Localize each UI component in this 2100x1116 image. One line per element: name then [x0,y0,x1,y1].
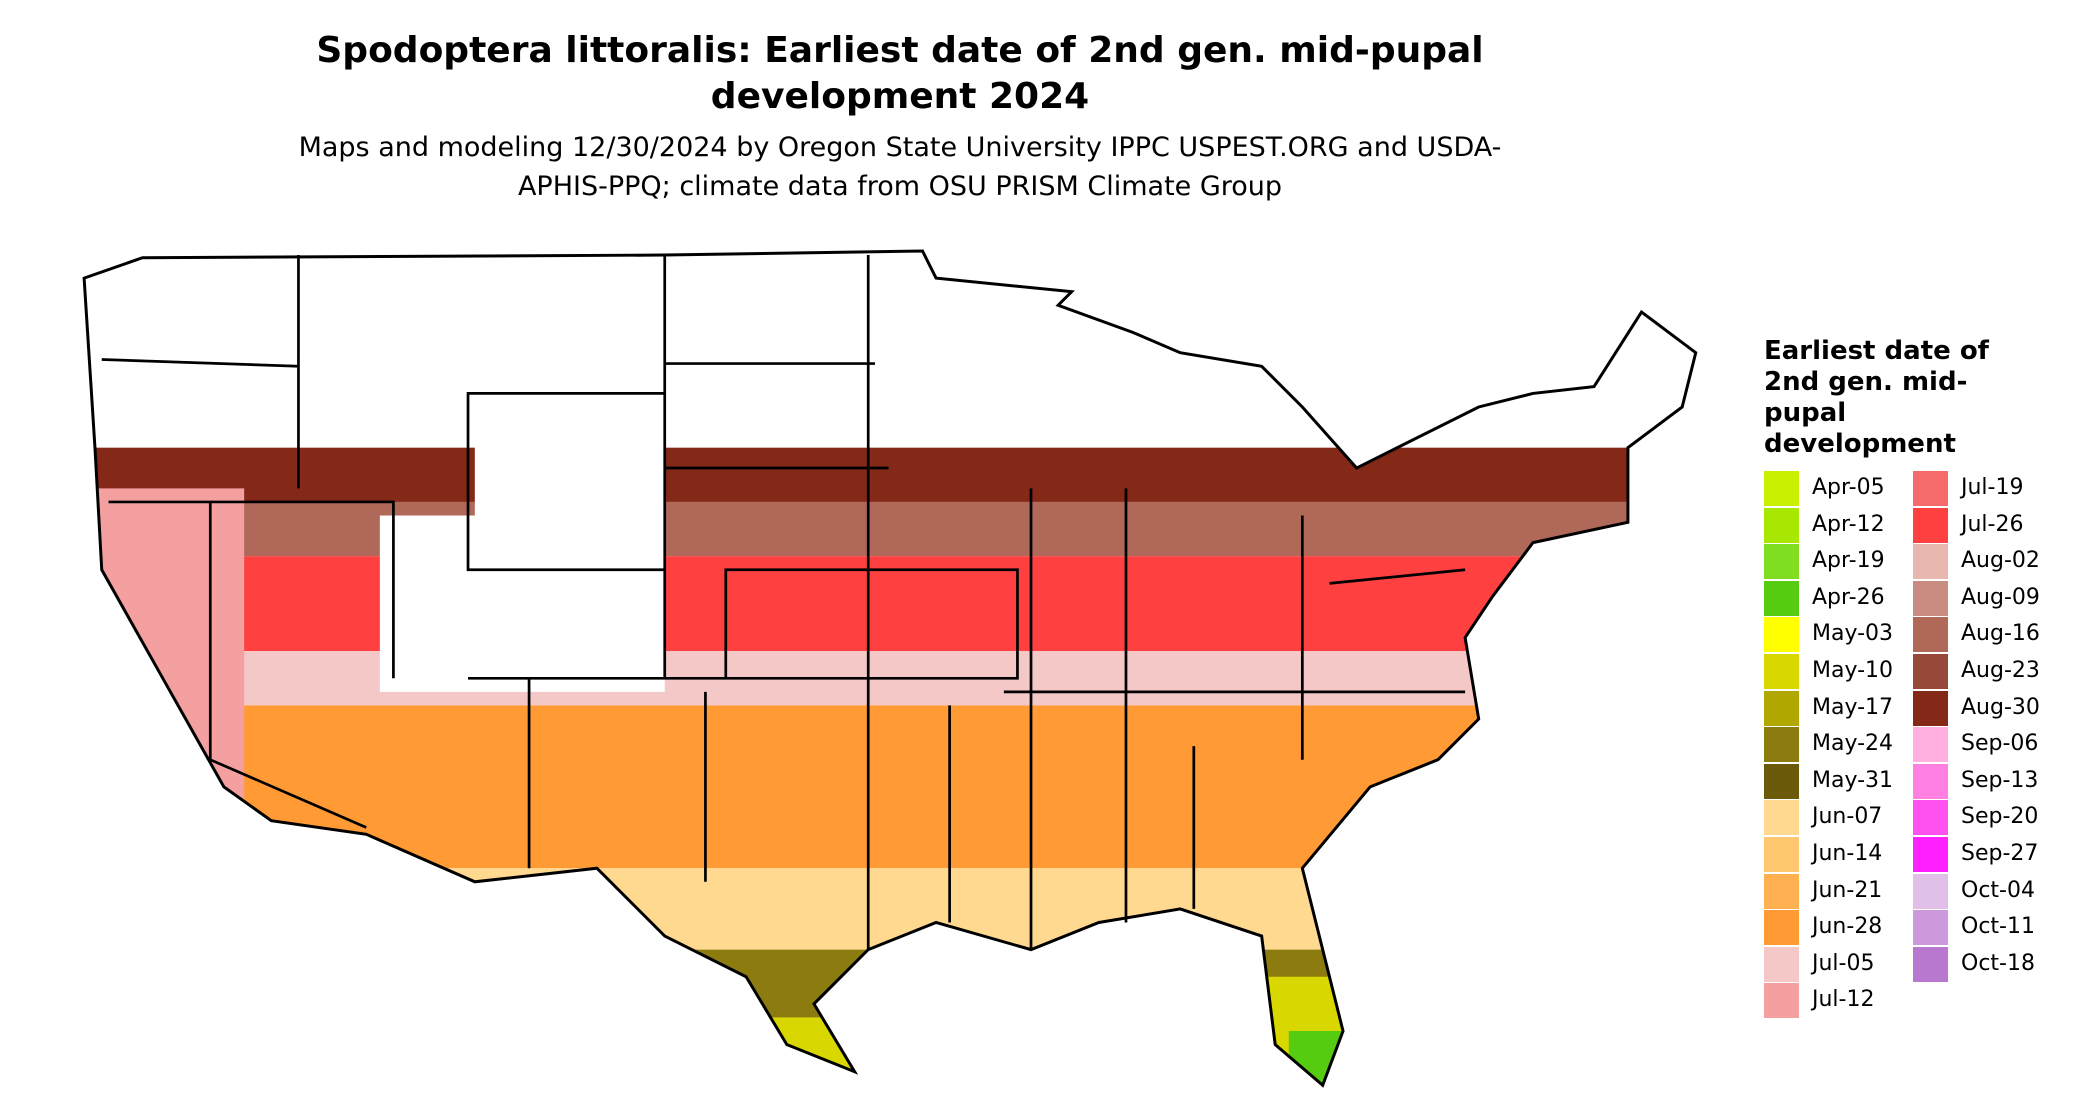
legend-swatch [1913,800,1948,836]
legend-label: Oct-18 [1961,950,2035,976]
legend-label: Apr-05 [1812,475,1885,500]
legend-swatch [1764,910,1799,946]
legend-swatch [1913,763,1948,799]
legend-swatch [1913,471,1948,506]
legend-label: Apr-19 [1812,548,1885,574]
legend-swatch [1913,727,1948,763]
map-fill [84,250,1696,1086]
legend-swatch [1764,983,1799,1019]
legend-label: Sep-13 [1961,767,2039,793]
legend-swatch [1913,837,1948,872]
legend-label: Jul-19 [1961,475,2024,500]
legend-swatch [1764,617,1799,653]
legend-swatch [1764,544,1799,580]
us-map [82,249,1698,1088]
legend-swatch [1913,544,1948,580]
legend-label: May-03 [1812,621,1894,647]
map-title: Spodoptera littoralis: Earliest date of … [316,30,1484,117]
legend-swatch [1764,946,1799,982]
legend-label: Oct-04 [1961,877,2035,903]
legend-swatch [1913,910,1948,946]
legend-swatch [1913,507,1948,543]
legend-swatch [1764,727,1799,763]
legend-label: Sep-27 [1961,841,2039,866]
legend-swatch [1764,507,1799,543]
legend-label: Oct-11 [1961,914,2035,940]
legend-label: Jun-28 [1812,914,1883,940]
map [82,249,1698,1088]
legend-label: Jun-21 [1812,877,1883,903]
map-subtitle: Maps and modeling 12/30/2024 by Oregon S… [298,132,1502,202]
legend-swatch [1764,873,1799,909]
legend-label: Jun-14 [1812,841,1883,866]
legend-swatch [1764,580,1799,616]
legend-label: May-24 [1812,731,1894,757]
legend-swatch [1913,873,1948,909]
legend-label: Apr-12 [1812,511,1885,537]
legend-swatch [1913,690,1948,726]
legend-swatch [1764,690,1799,726]
state-borders [101,255,1466,950]
legend-label: Jul-26 [1961,511,2024,537]
legend-label: May-17 [1812,694,1894,720]
legend-swatch [1764,837,1799,872]
legend-label: Jul-05 [1812,950,1875,976]
legend-label: Aug-23 [1961,658,2040,683]
legend-label: May-10 [1812,658,1894,683]
legend-label: Aug-02 [1961,548,2040,574]
legend-swatch [1764,763,1799,799]
legend-swatch [1913,654,1948,689]
legend-swatch [1913,580,1948,616]
legend-swatch [1764,654,1799,689]
legend-label: Aug-16 [1961,621,2040,647]
legend-swatch [1913,946,1948,982]
legend-label: May-31 [1812,767,1894,793]
legend-label: Sep-06 [1961,731,2039,757]
legend-label: Jul-12 [1812,987,1875,1013]
legend-swatch [1764,471,1799,506]
legend-swatch [1764,800,1799,836]
legend-title: Earliest date of 2nd gen. mid-pupal deve… [1764,336,1989,459]
legend-label: Sep-20 [1961,804,2039,830]
legend-label: Apr-26 [1812,584,1885,610]
legend-label: Aug-09 [1961,584,2040,610]
legend-swatch [1913,617,1948,653]
legend-label: Aug-30 [1961,694,2040,720]
legend-label: Jun-07 [1812,804,1883,830]
